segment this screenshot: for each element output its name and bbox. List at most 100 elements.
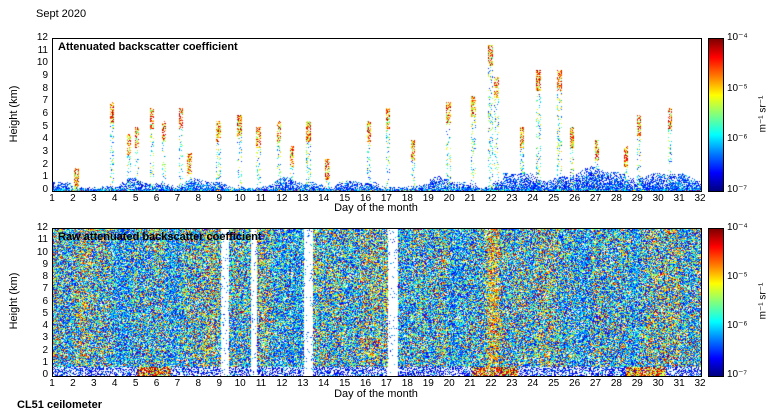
x-tick-label: 21 (464, 193, 476, 204)
colorbar-tick-label: 10⁻⁵ (727, 271, 748, 282)
colorbar-tick-label: 10⁻⁶ (727, 320, 748, 331)
x-tick-label: 27 (589, 193, 602, 204)
x-tick-label: 11 (255, 193, 267, 204)
y-tick-label: 10 (36, 57, 48, 69)
x-tick-label: 11 (255, 378, 267, 389)
y-tick-label: 11 (37, 234, 48, 246)
y-tick-label: 4 (42, 320, 48, 331)
colorbar-tick-label: 10⁻⁵ (727, 82, 748, 94)
x-tick-label: 18 (401, 193, 413, 204)
x-tick-label: 24 (527, 193, 539, 204)
x-tick-label: 1 (49, 193, 55, 204)
x-tick-label: 17 (380, 193, 392, 204)
x-tick-label: 29 (631, 378, 643, 389)
x-tick-label: 22 (485, 378, 497, 389)
x-tick-label: 10 (234, 378, 246, 389)
processed-backscatter-plot: Attenuated backscatter coefficient (52, 38, 702, 192)
y-axis-label-bottom: Height (km) (8, 272, 20, 330)
x-tick-label: 25 (548, 378, 560, 389)
y-tick-label: 2 (42, 344, 48, 356)
x-axis-label-bottom: Day of the month (334, 388, 418, 400)
x-tick-label: 23 (506, 378, 518, 389)
x-tick-label: 32 (694, 378, 706, 389)
x-tick-label: 4 (111, 378, 118, 389)
x-tick-label: 27 (589, 378, 602, 389)
x-tick-label: 12 (276, 193, 288, 204)
x-tick-label: 5 (132, 378, 139, 389)
x-tick-label: 25 (548, 193, 560, 204)
x-tick-label: 24 (527, 378, 539, 389)
y-tick-label: 12 (36, 222, 48, 233)
colorbar-unit-label-bottom: m⁻¹ sr⁻¹ (757, 282, 769, 320)
x-tick-label: 3 (91, 193, 97, 204)
instrument-label: CL51 ceilometer (17, 399, 102, 411)
colorbar-tick-label: 10⁻⁷ (727, 184, 748, 195)
x-tick-label: 7 (174, 378, 181, 389)
y-tick-label: 7 (42, 95, 48, 107)
colorbar-tick-label: 10⁻⁴ (727, 222, 748, 233)
x-tick-label: 5 (132, 193, 139, 204)
colorbar-tick-label: 10⁻⁶ (727, 133, 748, 145)
x-tick-label: 7 (174, 193, 181, 204)
x-tick-label: 6 (153, 378, 160, 389)
x-tick-label: 21 (464, 378, 476, 389)
colorbar-tick-label: 10⁻⁷ (727, 369, 748, 380)
raw-heatmap-canvas (53, 229, 701, 376)
y-tick-label: 6 (42, 295, 48, 307)
x-tick-label: 15 (339, 378, 351, 389)
y-tick-label: 9 (42, 258, 48, 270)
x-tick-label: 6 (153, 193, 160, 204)
month-label: Sept 2020 (36, 8, 87, 20)
y-tick-label: 1 (42, 356, 48, 368)
x-tick-label: 8 (195, 193, 202, 204)
colorbar-unit-label-top: m⁻¹ sr⁻¹ (757, 95, 769, 133)
x-tick-label: 28 (610, 193, 622, 204)
x-tick-label: 9 (216, 193, 222, 204)
x-tick-label: 17 (380, 378, 392, 389)
x-tick-label: 13 (297, 193, 309, 204)
y-tick-label: 9 (42, 70, 48, 81)
x-tick-label: 14 (318, 193, 330, 204)
x-tick-label: 16 (359, 193, 372, 204)
x-tick-label: 1 (49, 378, 55, 389)
x-tick-label: 16 (359, 378, 372, 389)
colorbar-tick-label: 10⁻⁴ (727, 32, 748, 43)
x-tick-label: 13 (297, 378, 309, 389)
raw-backscatter-plot: Raw attenuated backscatter coefficient (52, 228, 702, 377)
y-tick-label: 8 (42, 271, 48, 282)
x-tick-label: 30 (652, 378, 664, 389)
y-tick-label: 0 (42, 369, 48, 380)
y-tick-label: 7 (42, 283, 48, 295)
x-tick-label: 20 (443, 193, 455, 204)
x-tick-label: 29 (631, 193, 643, 204)
y-tick-label: 12 (36, 32, 48, 43)
x-tick-label: 19 (422, 193, 434, 204)
x-axis-label-top: Day of the month (334, 202, 418, 214)
y-tick-label: 0 (42, 184, 48, 195)
y-tick-label: 3 (42, 146, 48, 157)
x-tick-label: 8 (195, 378, 202, 389)
x-tick-label: 2 (70, 193, 76, 204)
x-tick-label: 20 (443, 378, 455, 389)
x-tick-label: 26 (569, 193, 581, 204)
x-tick-label: 31 (673, 378, 685, 389)
y-tick-label: 4 (42, 133, 48, 145)
colorbar-bottom (708, 228, 724, 377)
x-tick-label: 26 (569, 378, 581, 389)
x-tick-label: 32 (694, 193, 706, 204)
x-tick-label: 18 (401, 378, 413, 389)
x-tick-label: 23 (506, 193, 518, 204)
y-tick-label: 8 (42, 82, 48, 94)
processed-plot-title: Attenuated backscatter coefficient (58, 41, 238, 53)
x-tick-label: 31 (673, 193, 685, 204)
y-tick-label: 1 (42, 171, 48, 183)
y-tick-label: 6 (42, 108, 48, 119)
y-tick-label: 3 (42, 332, 48, 344)
x-tick-label: 12 (276, 378, 288, 389)
processed-heatmap-canvas (53, 39, 701, 191)
x-tick-label: 2 (70, 378, 76, 389)
colorbar-top (708, 38, 724, 192)
x-tick-label: 14 (318, 378, 330, 389)
y-tick-label: 5 (42, 120, 48, 132)
